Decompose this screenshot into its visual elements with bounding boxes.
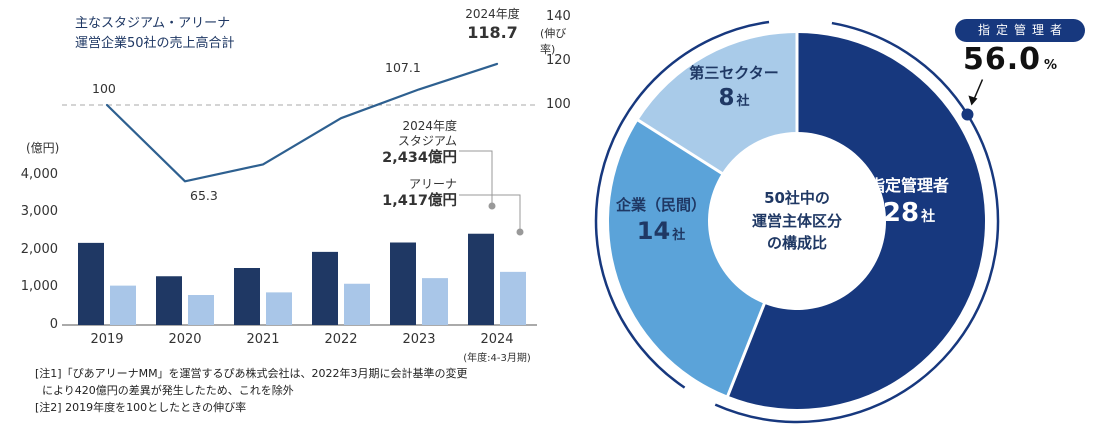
rate-tick-140: 140 — [546, 9, 571, 24]
segment-name: 企業（民間） — [615, 196, 706, 214]
stadium-leader-line — [459, 150, 493, 203]
donut-center-label: 50社中の 運営主体区分 の構成比 — [751, 189, 842, 252]
bar-stadium-2020 — [156, 276, 182, 325]
bar-arena-2019 — [110, 285, 136, 325]
segment-count-unit: 社 — [921, 209, 936, 225]
bar-stadium-2023 — [390, 242, 416, 325]
line-value-2023: 107.1 — [385, 60, 421, 75]
bar-arena-2020 — [188, 295, 214, 325]
segment-name: 指定管理者 — [868, 176, 949, 195]
segment-count-number: 8 — [718, 85, 735, 111]
sales-combo-chart: 主なスタジアム・アリーナ 運営企業50社の売上高合計 (億円) 4,000 3,… — [20, 5, 571, 415]
arena-leader-dot — [516, 228, 524, 236]
y-tick-4000: 4,000 — [20, 167, 58, 182]
bar-2024-annotation: 2024年度 スタジアム 2,434億円 アリーナ 1,417億円 — [320, 119, 457, 211]
line-value-2019: 100 — [92, 81, 116, 96]
x-label-fiscal-period-note: (年度:4-3月期) — [463, 353, 531, 364]
outer-ring-arc-right — [714, 21, 1000, 424]
y-tick-0: 0 — [49, 317, 58, 332]
x-label-2023: 2023 — [402, 332, 436, 347]
donut-segment-2 — [638, 33, 797, 174]
bar-annotation-arena-value: 1,417億円 — [382, 192, 457, 209]
bar-annotation-stadium-label: スタジアム — [397, 134, 457, 148]
segment-name: 第三セクター — [689, 64, 779, 82]
bar-stadium-2019 — [78, 242, 104, 325]
segment-count: 14 社 — [596, 217, 726, 245]
segment-count-number: 14 — [636, 217, 671, 245]
y-axis-unit-label: (億円) — [26, 141, 60, 155]
x-label-2022: 2022 — [324, 332, 358, 347]
bar-stadium-2024 — [468, 233, 494, 325]
designated-manager-share: 56.0% — [963, 42, 1057, 77]
segment-divider — [725, 301, 767, 399]
bar-arena-2024 — [500, 271, 526, 325]
x-label-2020: 2020 — [168, 332, 202, 347]
growth-rate-line — [105, 62, 499, 183]
segment-count-number: 28 — [882, 198, 920, 228]
segment-divider — [635, 117, 725, 176]
bar-stadium-2021 — [234, 268, 260, 325]
segment-count-unit: 社 — [736, 94, 750, 109]
bar-arena-2022 — [344, 283, 370, 325]
bar-arena-2023 — [422, 278, 448, 325]
highlight-arrow-line — [972, 79, 984, 101]
bar-stadium-2022 — [312, 251, 338, 325]
donut-chart-canvas — [594, 20, 1000, 424]
y-tick-1000: 1,000 — [20, 279, 58, 294]
bar-arena-2021 — [266, 292, 292, 325]
bar-annotation-year: 2024年度 — [402, 119, 457, 133]
highlight-arrow-head — [968, 95, 978, 106]
line-latest-annotation: 2024年度 118.7 — [450, 5, 535, 42]
x-label-2019: 2019 — [90, 332, 124, 347]
rate-tick-120: 120 — [546, 53, 571, 68]
line-value-2020: 65.3 — [190, 188, 218, 203]
y-tick-2000: 2,000 — [20, 242, 58, 257]
designated-manager-badge: 指定管理者 — [955, 19, 1085, 42]
segment-label-designated-manager: 指定管理者 28 社 — [844, 172, 974, 228]
segment-label-private-company: 企業（民間） 14 社 — [596, 194, 726, 245]
rate-axis-unit-label: (伸び率) — [540, 27, 567, 56]
arena-leader-line — [459, 194, 521, 229]
y-tick-3000: 3,000 — [20, 204, 58, 219]
highlight-marker-dot — [961, 108, 974, 121]
x-label-2021: 2021 — [246, 332, 280, 347]
share-value: 56.0 — [963, 42, 1042, 77]
outer-ring-arc-left — [594, 20, 770, 389]
segment-count: 28 社 — [844, 198, 974, 228]
share-unit: % — [1044, 58, 1058, 73]
segment-count-unit: 社 — [672, 228, 686, 243]
bar-annotation-stadium-value: 2,434億円 — [382, 150, 457, 166]
combo-chart-title: 主なスタジアム・アリーナ 運営企業50社の売上高合計 — [75, 16, 235, 51]
combo-chart-canvas — [62, 62, 537, 326]
footnotes: [注1]「ぴあアリーナMM」を運営するぴあ株式会社は、2022年3月期に会計基準… — [35, 367, 468, 415]
stadium-leader-dot — [488, 202, 496, 210]
rate-tick-100: 100 — [546, 97, 571, 112]
donut-segment-0 — [727, 33, 986, 409]
bar-annotation-arena-label: アリーナ — [408, 176, 457, 191]
x-label-2024: 2024 — [480, 332, 514, 347]
line-latest-year: 2024年度 — [465, 7, 520, 21]
line-latest-value: 118.7 — [467, 23, 518, 42]
donut-segment-1 — [609, 120, 765, 396]
